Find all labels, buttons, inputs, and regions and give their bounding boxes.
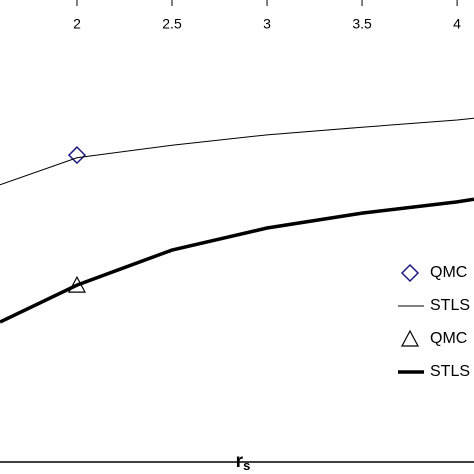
x-tick-label: 4 bbox=[453, 16, 461, 32]
x-tick-label: 2 bbox=[73, 16, 81, 32]
legend-label: STLS bbox=[430, 363, 470, 380]
x-tick-label: 2.5 bbox=[162, 16, 182, 32]
line-series bbox=[0, 117, 474, 186]
x-tick-label: 3.5 bbox=[352, 16, 372, 32]
legend-label: STLS bbox=[430, 297, 470, 314]
legend-label: QMC bbox=[430, 264, 467, 281]
diamond-marker bbox=[400, 263, 420, 283]
line-series bbox=[0, 197, 474, 324]
triangle-marker bbox=[401, 329, 419, 347]
x-label-sub: s bbox=[243, 458, 250, 473]
diamond-marker bbox=[67, 146, 87, 165]
legend-label: QMC bbox=[430, 330, 467, 347]
x-tick-label: 3 bbox=[263, 16, 271, 32]
